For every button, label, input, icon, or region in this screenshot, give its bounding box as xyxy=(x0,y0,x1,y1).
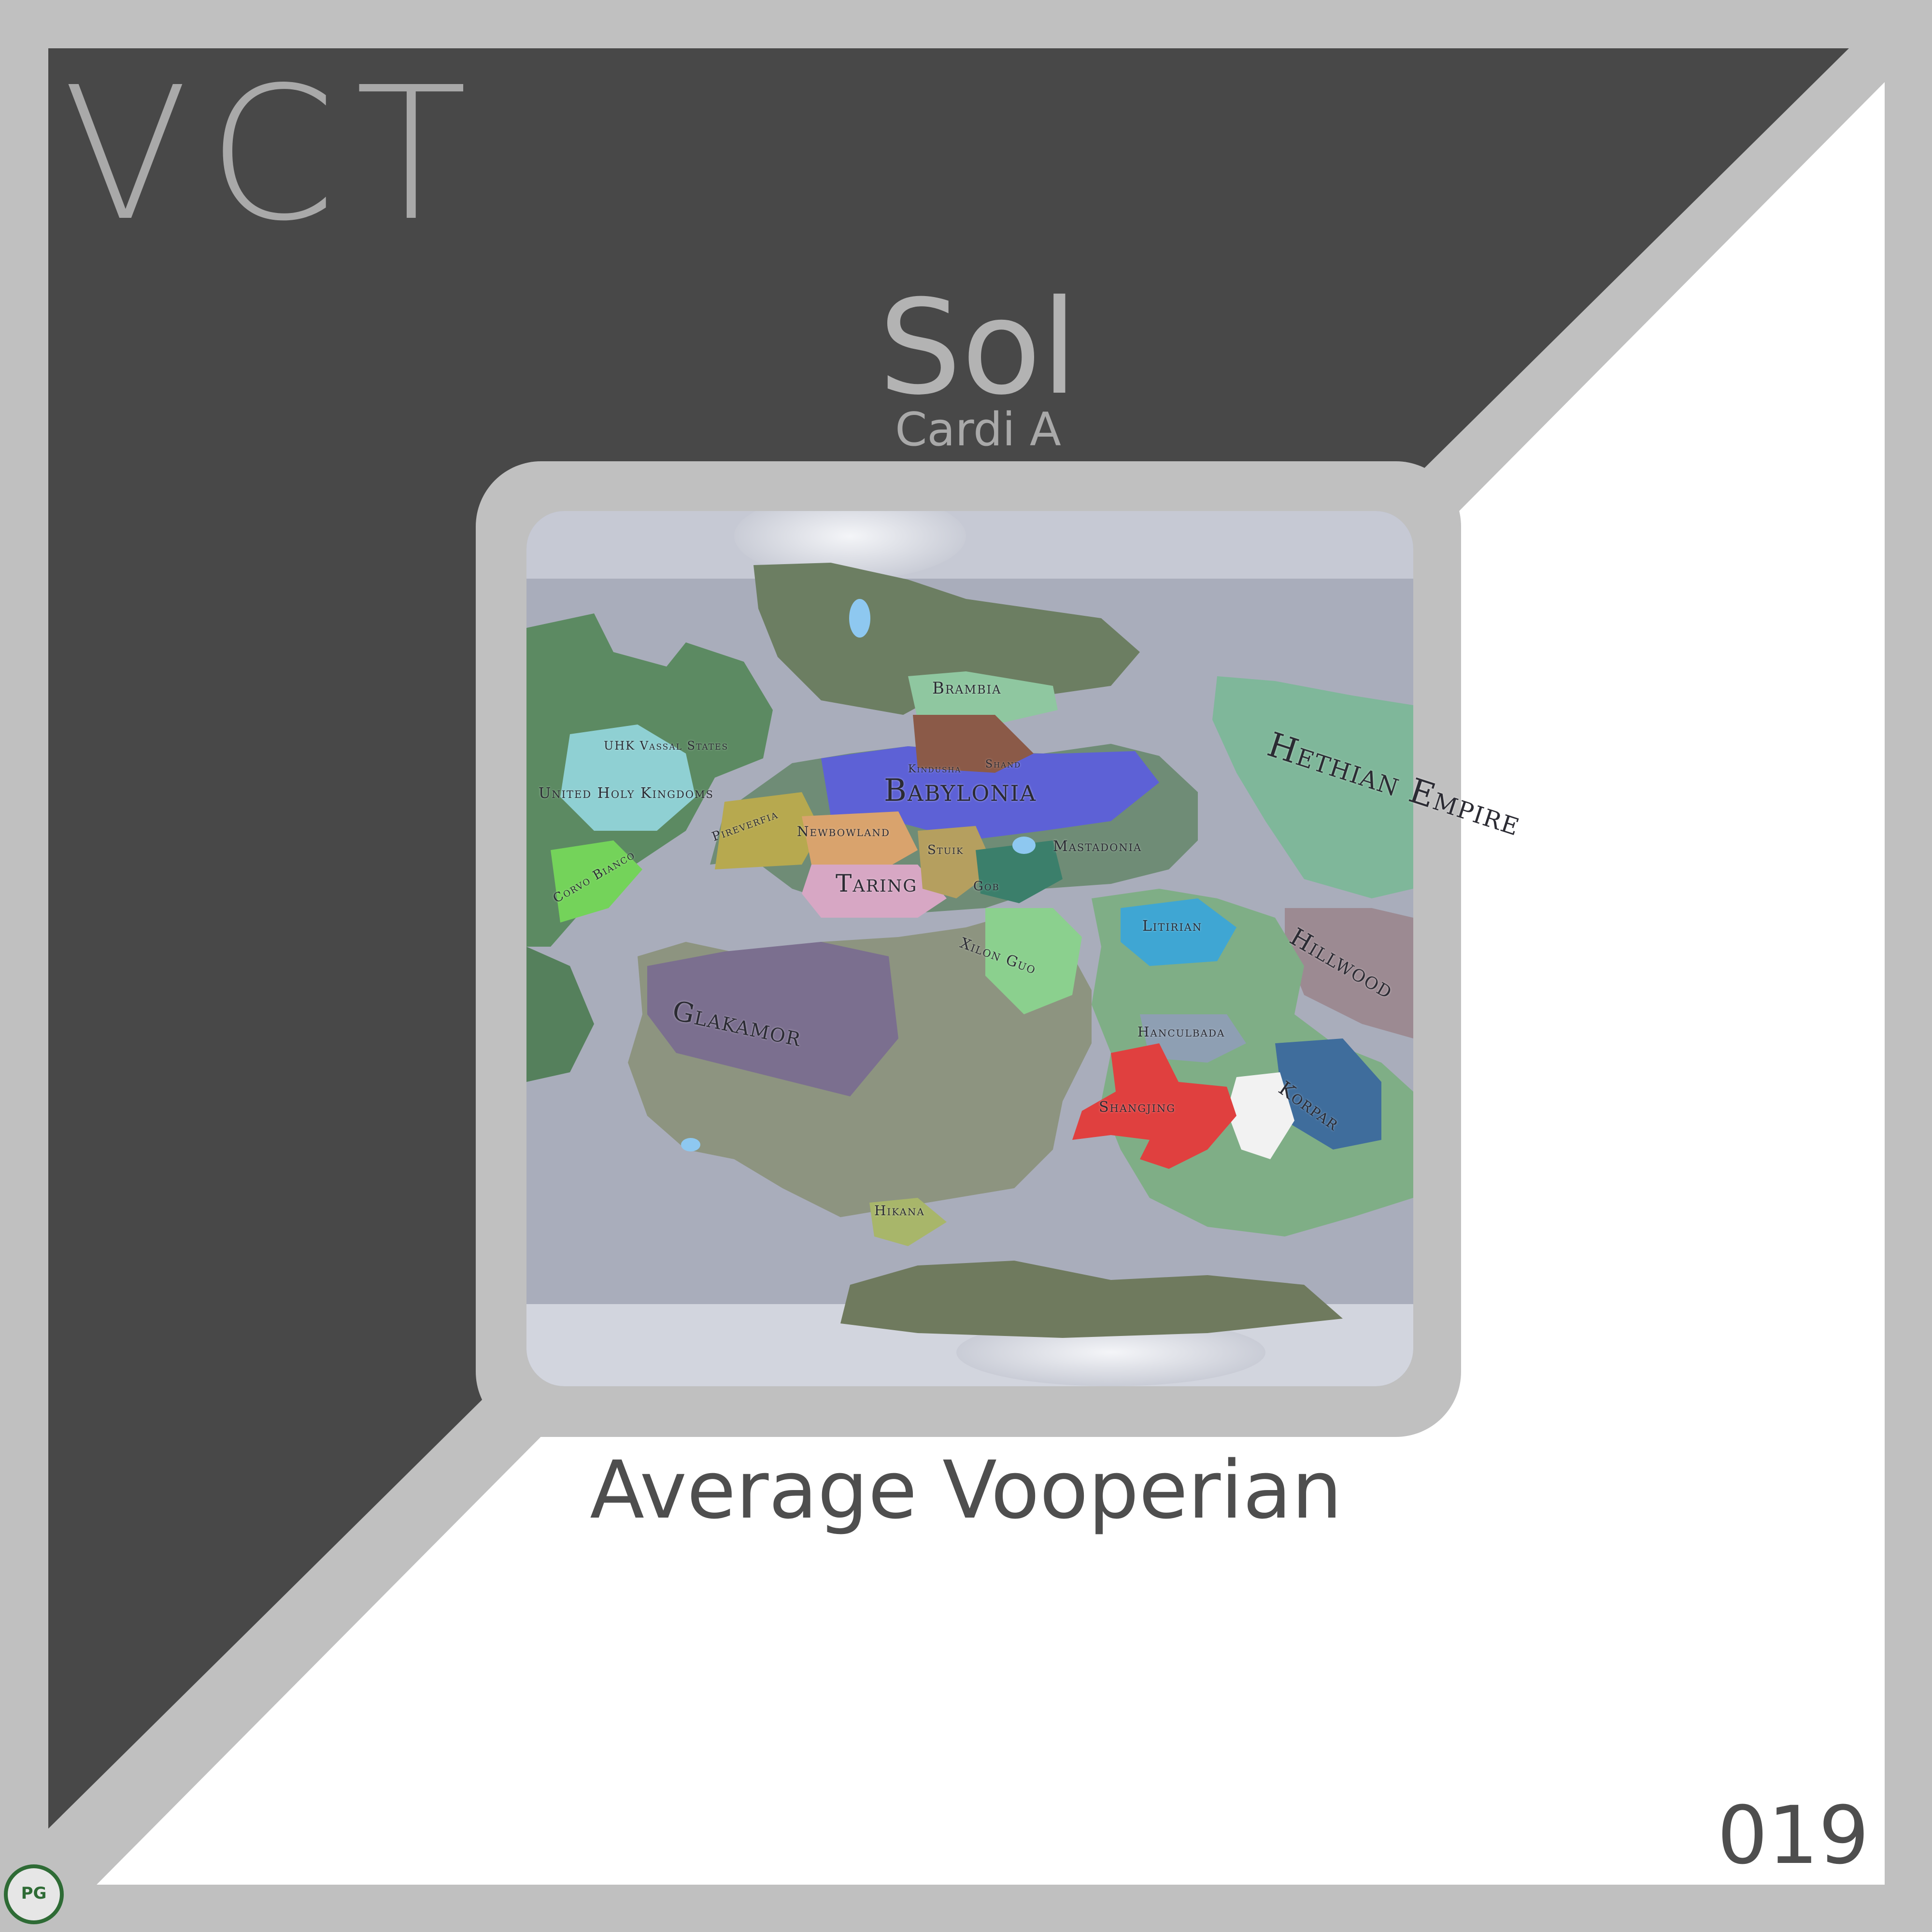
map-label-gob: Gob xyxy=(973,879,1000,894)
logo-text: VCT xyxy=(63,47,487,261)
map-label-united-holy-kingdoms: United Holy Kingdoms xyxy=(539,785,714,802)
map-label-shangjing: Shangjing xyxy=(1099,1099,1176,1116)
map-label-brambia: Brambia xyxy=(932,679,1002,698)
map-label-shand: Shand xyxy=(985,758,1022,770)
map-label-stuik: Stuik xyxy=(927,843,964,857)
watermark-logo xyxy=(4,1864,64,1924)
map-label-hikana: Hikana xyxy=(874,1203,925,1219)
map-label-taring: Taring xyxy=(836,869,918,897)
map-label-kindusha: Kindusha xyxy=(908,763,962,775)
caption: Average Vooperian xyxy=(590,1444,1342,1536)
card-number: 019 xyxy=(1717,1789,1869,1882)
title: Sol xyxy=(879,271,1078,424)
map-label-uhk-vassal-states: UHK Vassal States xyxy=(604,739,729,753)
subtitle: Cardi A xyxy=(895,403,1061,456)
map-label-hanculbada: Hanculbada xyxy=(1137,1024,1225,1040)
map-label-litirian: Litirian xyxy=(1142,918,1203,935)
map-label-newbowland: Newbowland xyxy=(797,824,890,839)
watermark-text: PG xyxy=(21,1884,47,1903)
world-map xyxy=(526,511,1413,1386)
map-label-babylonia: Babylonia xyxy=(884,773,1037,809)
map-label-mastadonia: Mastadonia xyxy=(1053,838,1142,855)
